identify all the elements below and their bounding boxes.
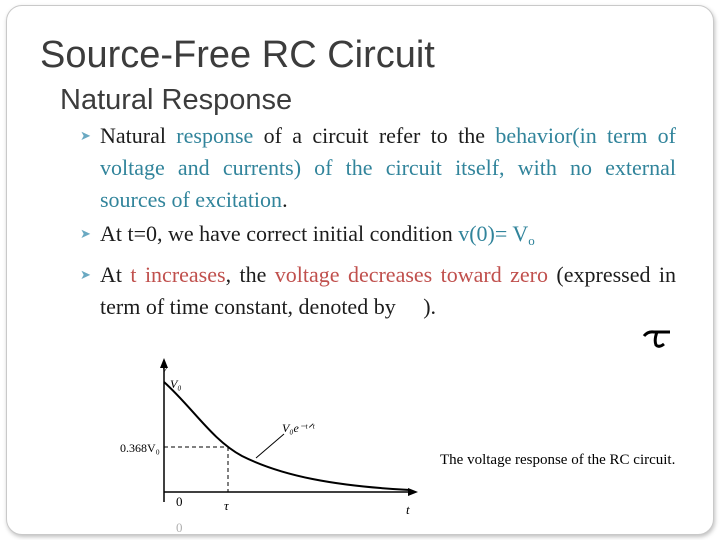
highlight-text: behavior(in term of voltage and currents… [100,123,677,212]
v0368-label: 0.368V₀ [120,441,160,455]
bullet-arrow-icon: ➤ [80,226,91,241]
v-axis-label: v [162,361,168,375]
highlight-text: v(0)= V [458,221,529,246]
slide-subtitle: Natural Response [60,84,293,116]
bullet-arrow-icon: ➤ [80,267,91,282]
formula-label: V₀e⁻ᵗᐟᵗ [282,421,315,435]
bullet-voltage-decrease: ➤ At t increases, the voltage decreases … [80,259,676,323]
slide-title: Source-Free RC Circuit [40,34,435,76]
figure-caption: The voltage response of the RC circuit. [440,452,676,468]
bullet-text: (expressed in term of time constant, den… [100,262,677,319]
t-axis-label: t [406,502,410,517]
bullet-arrow-icon: ➤ [80,128,91,143]
v0-label: V₀ [170,377,182,391]
bullet-text: At [100,262,131,287]
formula-pointer [255,433,285,459]
voltage-response-graph: v V₀ 0.368V₀ 0 τ V₀e⁻ᵗᐟᵗ t 0 [114,352,436,534]
graph-background [114,352,436,534]
tau-label: τ [224,498,230,513]
faded-origin-label: 0 [176,520,183,534]
bullet-text: of a circuit refer to the [253,123,496,148]
subscript-text: o [528,233,535,248]
bullet-text: , the [225,262,275,287]
bullet-text: Natural [100,123,177,148]
bullet-text: ). [423,294,437,319]
tau-symbol-icon [642,330,670,348]
highlight-text: t increases [130,262,226,287]
t-axis-arrow-icon [408,488,418,496]
highlight-text: voltage decreases toward zero [274,262,548,287]
bullet-natural-response: ➤ Natural response of a circuit refer to… [80,120,676,216]
bullet-initial-condition: ➤ At t=0, we have correct initial condit… [80,218,676,257]
v-axis-arrow-icon [160,358,168,368]
decay-curve [163,381,411,491]
origin-label: 0 [176,494,183,509]
highlight-text: response [176,123,254,148]
bullet-text: . [282,187,288,212]
bullet-text: At t=0, we have correct initial conditio… [100,221,459,246]
bullet-list: ➤ Natural response of a circuit refer to… [80,120,676,325]
